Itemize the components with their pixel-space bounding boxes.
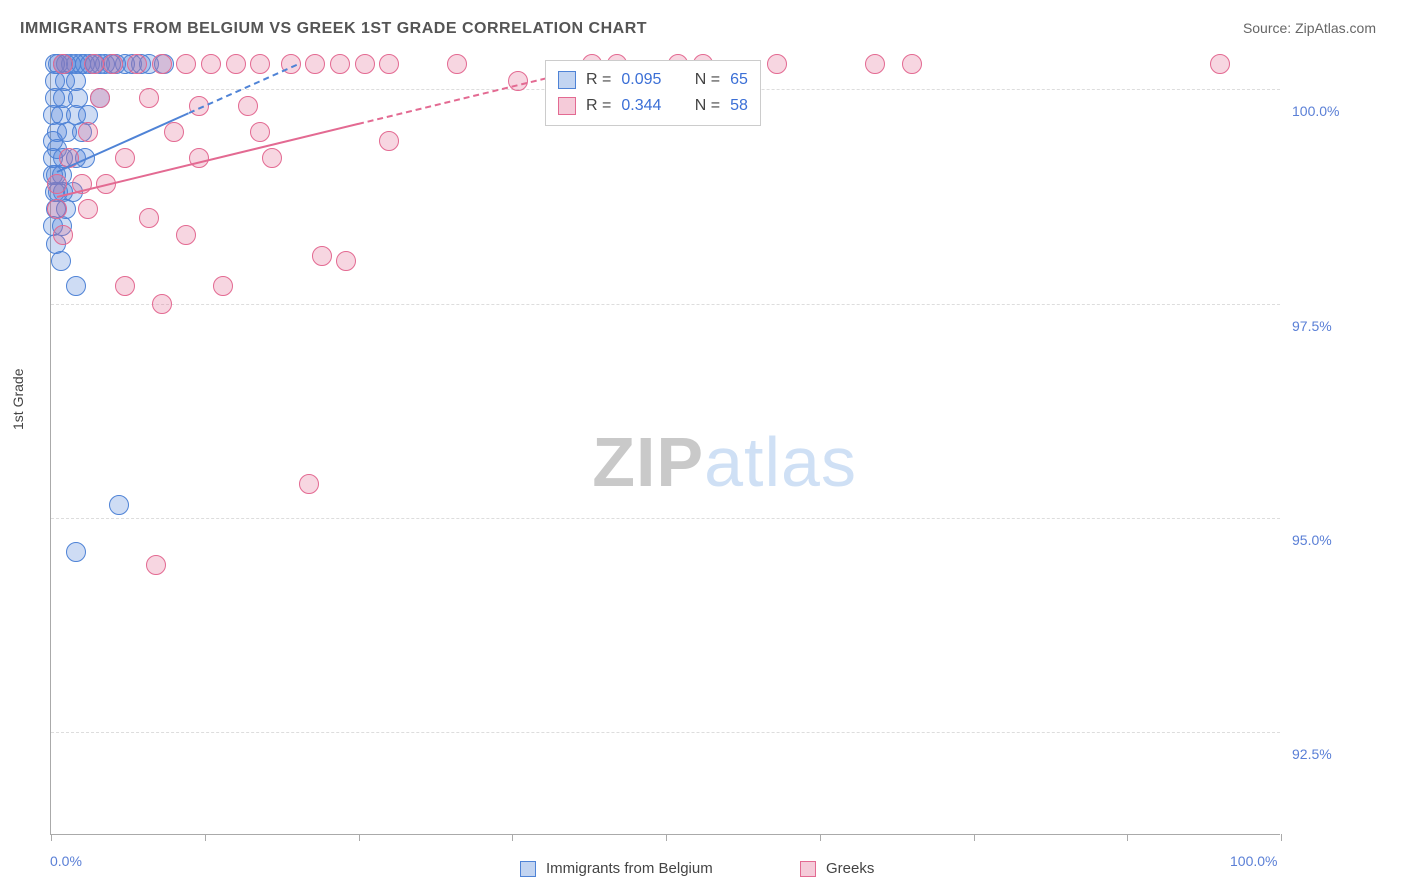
chart-title: IMMIGRANTS FROM BELGIUM VS GREEK 1ST GRA… — [20, 20, 647, 38]
scatter-point — [262, 148, 282, 168]
legend-r-value: 0.344 — [621, 97, 661, 115]
scatter-point — [238, 96, 258, 116]
scatter-point — [84, 54, 104, 74]
x-tick — [359, 834, 360, 841]
legend-n-label: N = — [695, 71, 720, 89]
scatter-point — [127, 54, 147, 74]
x-tick — [205, 834, 206, 841]
scatter-point — [146, 555, 166, 575]
watermark: ZIPatlas — [592, 422, 857, 502]
legend-swatch — [800, 861, 816, 877]
legend-row: R = 0.344 N = 58 — [558, 93, 748, 119]
scatter-point — [78, 122, 98, 142]
source-attribution: Source: ZipAtlas.com — [1243, 20, 1376, 36]
watermark-part-b: atlas — [704, 423, 857, 501]
legend-n-label: N = — [695, 97, 720, 115]
legend-swatch — [558, 71, 576, 89]
scatter-point — [865, 54, 885, 74]
scatter-point — [250, 122, 270, 142]
legend-swatch — [558, 97, 576, 115]
gridline — [51, 732, 1280, 733]
series-legend-label: Greeks — [826, 860, 874, 877]
x-tick — [820, 834, 821, 841]
y-axis-label: 1st Grade — [10, 369, 26, 430]
scatter-point — [51, 251, 71, 271]
scatter-point — [330, 54, 350, 74]
scatter-point — [139, 88, 159, 108]
scatter-point — [312, 246, 332, 266]
scatter-point — [90, 88, 110, 108]
correlation-legend: R = 0.095 N = 65R = 0.344 N = 58 — [545, 60, 761, 126]
scatter-point — [226, 54, 246, 74]
legend-row: R = 0.095 N = 65 — [558, 67, 748, 93]
scatter-point — [213, 276, 233, 296]
scatter-point — [447, 54, 467, 74]
source-label: Source: — [1243, 20, 1291, 36]
x-tick — [1127, 834, 1128, 841]
y-tick-label: 95.0% — [1292, 532, 1332, 548]
source-value: ZipAtlas.com — [1295, 20, 1376, 36]
scatter-point — [336, 251, 356, 271]
x-tick — [666, 834, 667, 841]
scatter-point — [176, 54, 196, 74]
legend-swatch — [520, 861, 536, 877]
legend-n-value: 65 — [730, 71, 748, 89]
scatter-plot-area: ZIPatlas — [50, 55, 1280, 835]
y-tick-label: 100.0% — [1292, 103, 1339, 119]
scatter-point — [109, 495, 129, 515]
legend-n-value: 58 — [730, 97, 748, 115]
scatter-point — [139, 208, 159, 228]
scatter-point — [164, 122, 184, 142]
series-legend-item: Immigrants from Belgium — [520, 860, 713, 877]
scatter-point — [1210, 54, 1230, 74]
scatter-point — [66, 542, 86, 562]
scatter-point — [902, 54, 922, 74]
scatter-point — [250, 54, 270, 74]
scatter-point — [53, 225, 73, 245]
scatter-point — [53, 54, 73, 74]
scatter-point — [299, 474, 319, 494]
x-axis-min-label: 0.0% — [50, 853, 82, 869]
gridline — [51, 304, 1280, 305]
scatter-point — [66, 276, 86, 296]
x-tick — [51, 834, 52, 841]
scatter-point — [355, 54, 375, 74]
scatter-point — [176, 225, 196, 245]
scatter-point — [115, 276, 135, 296]
x-tick — [974, 834, 975, 841]
legend-r-value: 0.095 — [621, 71, 661, 89]
y-tick-label: 92.5% — [1292, 746, 1332, 762]
x-tick — [1281, 834, 1282, 841]
legend-r-label: R = — [586, 71, 611, 89]
scatter-point — [47, 174, 67, 194]
x-axis-max-label: 100.0% — [1230, 853, 1277, 869]
x-tick — [512, 834, 513, 841]
gridline — [51, 518, 1280, 519]
scatter-point — [103, 54, 123, 74]
series-legend-item: Greeks — [800, 860, 874, 877]
scatter-point — [305, 54, 325, 74]
y-tick-label: 97.5% — [1292, 318, 1332, 334]
scatter-point — [78, 199, 98, 219]
scatter-point — [379, 131, 399, 151]
legend-r-label: R = — [586, 97, 611, 115]
scatter-point — [115, 148, 135, 168]
watermark-part-a: ZIP — [592, 423, 704, 501]
series-legend-label: Immigrants from Belgium — [546, 860, 713, 877]
scatter-point — [767, 54, 787, 74]
scatter-point — [47, 199, 67, 219]
scatter-point — [379, 54, 399, 74]
scatter-point — [201, 54, 221, 74]
scatter-point — [152, 294, 172, 314]
scatter-point — [152, 54, 172, 74]
